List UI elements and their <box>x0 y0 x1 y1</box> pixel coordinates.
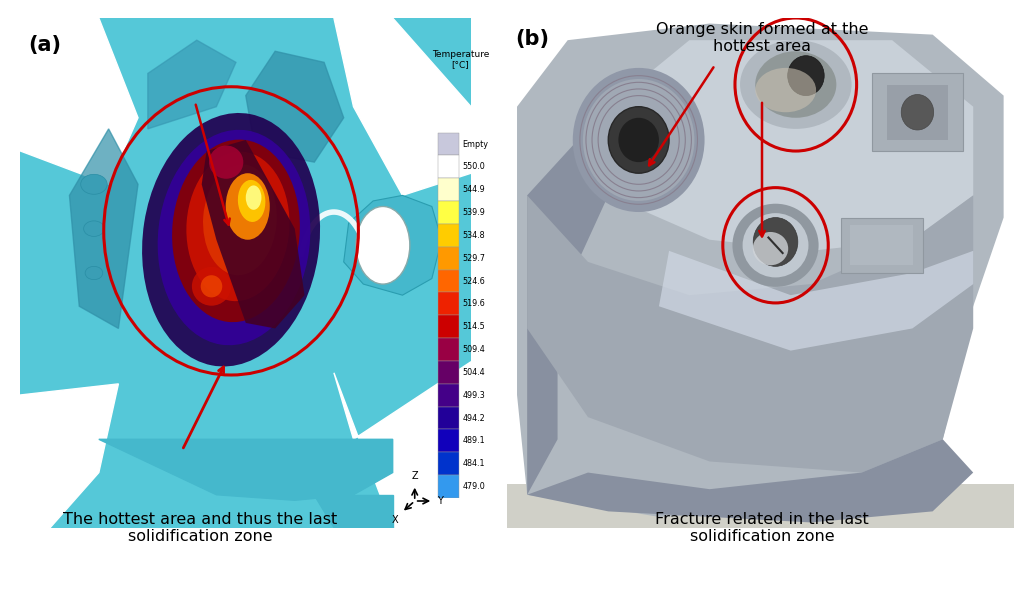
Ellipse shape <box>203 164 276 275</box>
Bar <box>438 316 460 338</box>
Text: 524.6: 524.6 <box>462 277 485 286</box>
Text: 534.8: 534.8 <box>462 231 484 240</box>
Text: 539.9: 539.9 <box>462 208 485 217</box>
Ellipse shape <box>238 180 265 222</box>
Bar <box>850 226 913 265</box>
Bar <box>438 178 460 201</box>
Polygon shape <box>147 40 236 129</box>
Text: Y: Y <box>437 496 442 506</box>
Bar <box>438 338 460 361</box>
Bar <box>438 292 460 316</box>
Bar <box>842 218 923 273</box>
Text: 514.5: 514.5 <box>462 322 485 331</box>
Circle shape <box>618 118 659 162</box>
Text: Z: Z <box>412 472 418 481</box>
Bar <box>438 361 460 384</box>
Text: 499.3: 499.3 <box>462 391 485 400</box>
Ellipse shape <box>81 175 108 194</box>
Ellipse shape <box>732 204 818 287</box>
Polygon shape <box>334 18 471 196</box>
Text: 504.4: 504.4 <box>462 368 484 377</box>
Bar <box>438 133 460 155</box>
Polygon shape <box>20 384 119 528</box>
Bar <box>438 247 460 269</box>
Polygon shape <box>517 23 1004 517</box>
Text: (a): (a) <box>29 35 61 55</box>
Text: 479.0: 479.0 <box>462 482 485 491</box>
Text: X: X <box>392 515 398 525</box>
Bar <box>438 201 460 224</box>
Text: The hottest area and thus the last
solidification zone: The hottest area and thus the last solid… <box>62 512 337 544</box>
Circle shape <box>901 94 934 130</box>
Ellipse shape <box>84 221 104 236</box>
Bar <box>438 384 460 407</box>
Text: 484.1: 484.1 <box>462 459 484 468</box>
Ellipse shape <box>158 130 310 345</box>
Bar <box>438 452 460 475</box>
Polygon shape <box>334 362 471 528</box>
Bar <box>438 407 460 430</box>
Bar <box>438 430 460 452</box>
Ellipse shape <box>356 206 410 284</box>
Text: 519.6: 519.6 <box>462 299 485 308</box>
Circle shape <box>754 218 798 266</box>
Text: 529.7: 529.7 <box>462 254 485 263</box>
Bar <box>871 73 963 151</box>
Ellipse shape <box>756 51 837 118</box>
Bar <box>438 269 460 292</box>
Circle shape <box>608 107 669 173</box>
Ellipse shape <box>742 213 809 277</box>
Circle shape <box>583 79 694 201</box>
Text: (b): (b) <box>515 29 549 49</box>
Ellipse shape <box>209 145 244 179</box>
Bar <box>438 475 460 498</box>
Text: 544.9: 544.9 <box>462 185 485 194</box>
Polygon shape <box>608 40 973 251</box>
Ellipse shape <box>246 185 261 210</box>
Text: 509.4: 509.4 <box>462 345 485 354</box>
Circle shape <box>787 56 824 95</box>
Ellipse shape <box>191 267 231 306</box>
Polygon shape <box>527 107 608 495</box>
Polygon shape <box>99 439 392 500</box>
Ellipse shape <box>201 275 222 298</box>
Polygon shape <box>507 484 1014 528</box>
Polygon shape <box>659 251 973 350</box>
Ellipse shape <box>756 68 816 112</box>
Polygon shape <box>202 140 304 328</box>
Bar <box>887 85 948 140</box>
Text: Empty: Empty <box>462 140 488 149</box>
Polygon shape <box>246 51 344 162</box>
Circle shape <box>572 68 705 212</box>
Text: 489.1: 489.1 <box>462 436 484 445</box>
Text: Temperature
[°C]: Temperature [°C] <box>432 50 489 70</box>
Text: Fracture related in the last
solidification zone: Fracture related in the last solidificat… <box>655 512 869 544</box>
Text: Orange skin formed at the
hottest area: Orange skin formed at the hottest area <box>655 22 868 55</box>
Bar <box>438 155 460 178</box>
Ellipse shape <box>142 113 321 367</box>
Ellipse shape <box>85 266 102 280</box>
Bar <box>438 224 460 247</box>
Polygon shape <box>20 18 138 184</box>
Polygon shape <box>527 439 973 523</box>
Text: 550.0: 550.0 <box>462 163 485 172</box>
Polygon shape <box>314 495 392 528</box>
Ellipse shape <box>172 140 300 322</box>
Ellipse shape <box>740 40 852 129</box>
Text: 494.2: 494.2 <box>462 413 485 422</box>
Polygon shape <box>70 129 138 328</box>
Ellipse shape <box>225 173 269 240</box>
Ellipse shape <box>186 152 290 301</box>
Polygon shape <box>527 196 973 473</box>
Ellipse shape <box>753 232 788 265</box>
Polygon shape <box>344 196 441 295</box>
